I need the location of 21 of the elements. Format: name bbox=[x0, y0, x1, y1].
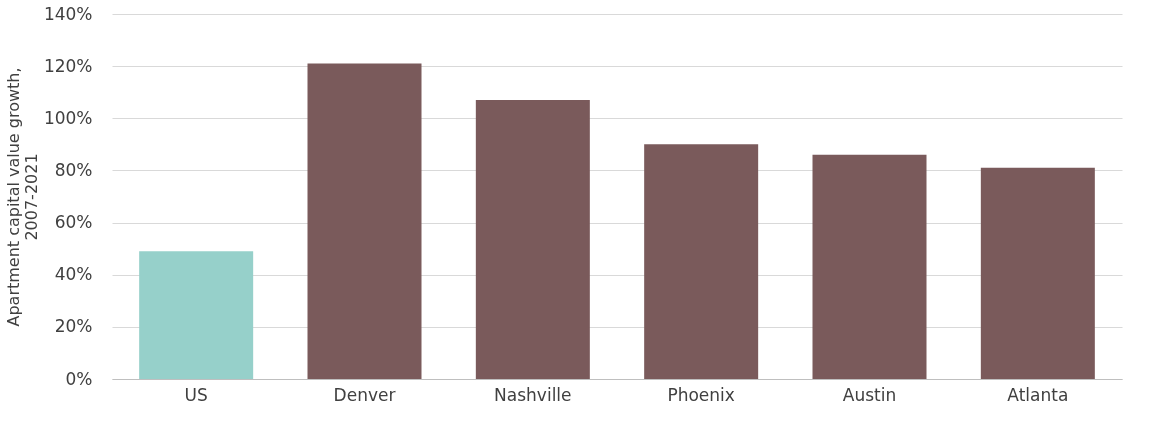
x-tick-label: Atlanta bbox=[1007, 384, 1069, 405]
x-tick-label: Austin bbox=[842, 384, 897, 405]
y-tick-label: 40% bbox=[54, 264, 93, 285]
y-tick-label: 120% bbox=[43, 55, 93, 76]
y-tick-label: 0% bbox=[65, 368, 93, 389]
x-tick-label: Phoenix bbox=[667, 384, 735, 405]
bar bbox=[812, 154, 927, 379]
y-tick-label: 80% bbox=[54, 159, 93, 180]
y-tick-label: 100% bbox=[43, 107, 93, 128]
bar bbox=[644, 144, 759, 379]
x-tick-label: Nashville bbox=[494, 384, 572, 405]
bar bbox=[475, 100, 590, 379]
x-tick-label: US bbox=[184, 384, 208, 405]
bar bbox=[139, 251, 254, 379]
y-tick-label: 140% bbox=[43, 3, 93, 24]
y-tick-label: 20% bbox=[54, 316, 93, 337]
y-tick-label: 60% bbox=[54, 212, 93, 233]
y-axis-title: Apartment capital value growth, 2007-2021 bbox=[3, 67, 41, 327]
x-tick-label: Denver bbox=[333, 384, 396, 405]
bar bbox=[980, 167, 1095, 379]
bar bbox=[307, 63, 422, 379]
